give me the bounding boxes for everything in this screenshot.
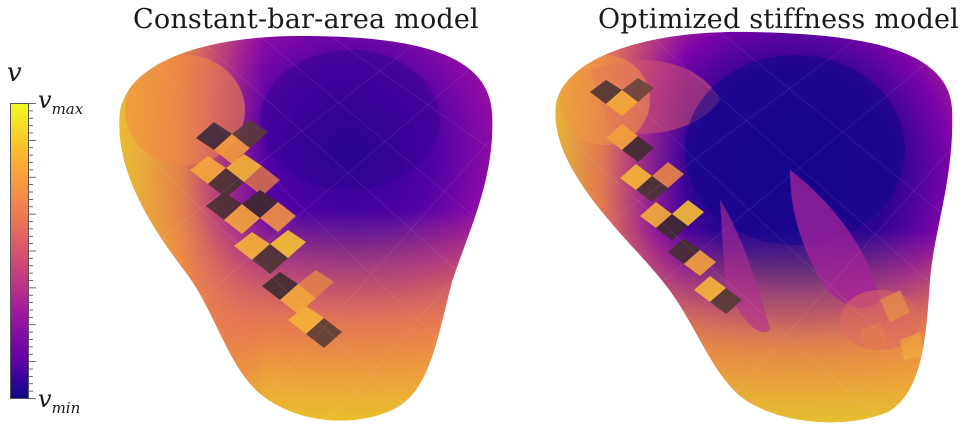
colorbar-gradient xyxy=(10,103,29,399)
left-mesh xyxy=(119,36,493,421)
min-label-sub: min xyxy=(51,398,81,417)
colorbar-ticks xyxy=(29,103,36,399)
left-panel-title: Constant-bar-area model xyxy=(133,4,479,35)
colorbar-max-label: vmax xyxy=(38,86,83,118)
right-facet-band xyxy=(590,78,742,314)
colorbar-symbol: v xyxy=(7,58,22,88)
min-label-base: v xyxy=(38,385,52,413)
right-mesh xyxy=(555,31,953,423)
colorbar-min-label: vmin xyxy=(38,385,80,417)
max-label-sub: max xyxy=(51,99,84,118)
max-label-base: v xyxy=(38,86,52,114)
right-panel-title: Optimized stiffness model xyxy=(598,4,959,35)
left-facet-band xyxy=(190,120,342,348)
